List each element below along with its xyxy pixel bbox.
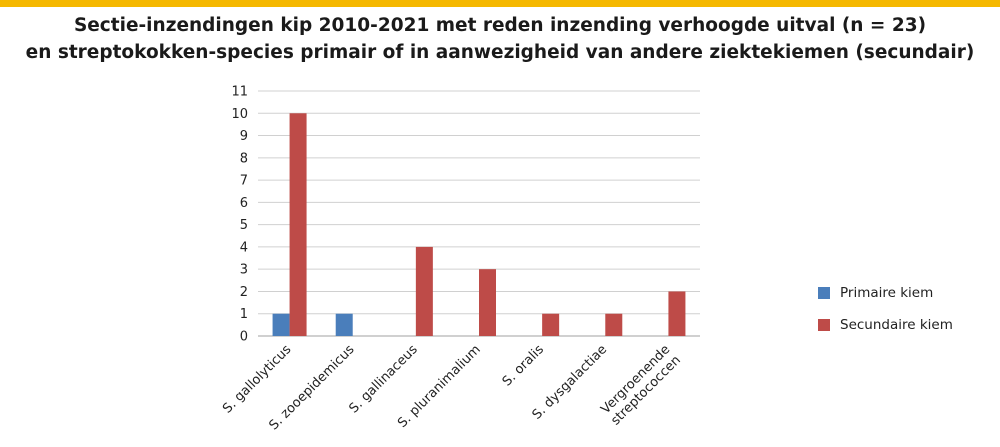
y-tick-label: 6: [240, 196, 248, 211]
top-accent-bar: [0, 0, 1000, 7]
y-tick-label: 10: [231, 107, 248, 122]
chart-title-line-1: Sectie-inzendingen kip 2010-2021 met red…: [73, 15, 927, 36]
legend-swatch-primary: [818, 287, 830, 299]
x-category-label: S. oralis: [500, 342, 547, 389]
bar-primary: [272, 313, 290, 336]
y-tick-label: 5: [240, 218, 248, 233]
legend: Primaire kiem Secundaire kiem: [818, 285, 953, 349]
legend-label-secondary: Secundaire kiem: [840, 317, 953, 333]
x-category-label: Vergroenendestreptococcen: [598, 342, 684, 428]
y-tick-label: 3: [240, 263, 248, 278]
legend-label-primary: Primaire kiem: [840, 285, 934, 301]
chart-title: Sectie-inzendingen kip 2010-2021 met red…: [0, 12, 1000, 66]
bar-secondary: [605, 313, 623, 336]
y-tick-label: 9: [240, 129, 248, 144]
y-tick-label: 4: [240, 240, 248, 255]
y-tick-label: 11: [231, 85, 248, 100]
x-category-label-line: S. oralis: [500, 342, 547, 389]
bar-secondary: [479, 269, 496, 336]
bar-primary: [335, 313, 353, 336]
legend-item-primary: Primaire kiem: [818, 285, 953, 301]
bar-secondary: [542, 313, 560, 336]
y-tick-label: 8: [240, 151, 248, 166]
y-tick-label: 7: [240, 174, 248, 189]
y-tick-label: 2: [240, 285, 248, 300]
bar-secondary: [415, 246, 433, 336]
legend-swatch-secondary: [818, 319, 830, 331]
y-tick-label: 0: [240, 330, 248, 345]
bar-secondary: [668, 291, 686, 336]
bar-secondary: [289, 113, 307, 336]
y-tick-label: 1: [240, 307, 248, 322]
legend-item-secondary: Secundaire kiem: [818, 317, 953, 333]
chart-subtitle: en streptokokken-species primair of in a…: [25, 42, 975, 63]
